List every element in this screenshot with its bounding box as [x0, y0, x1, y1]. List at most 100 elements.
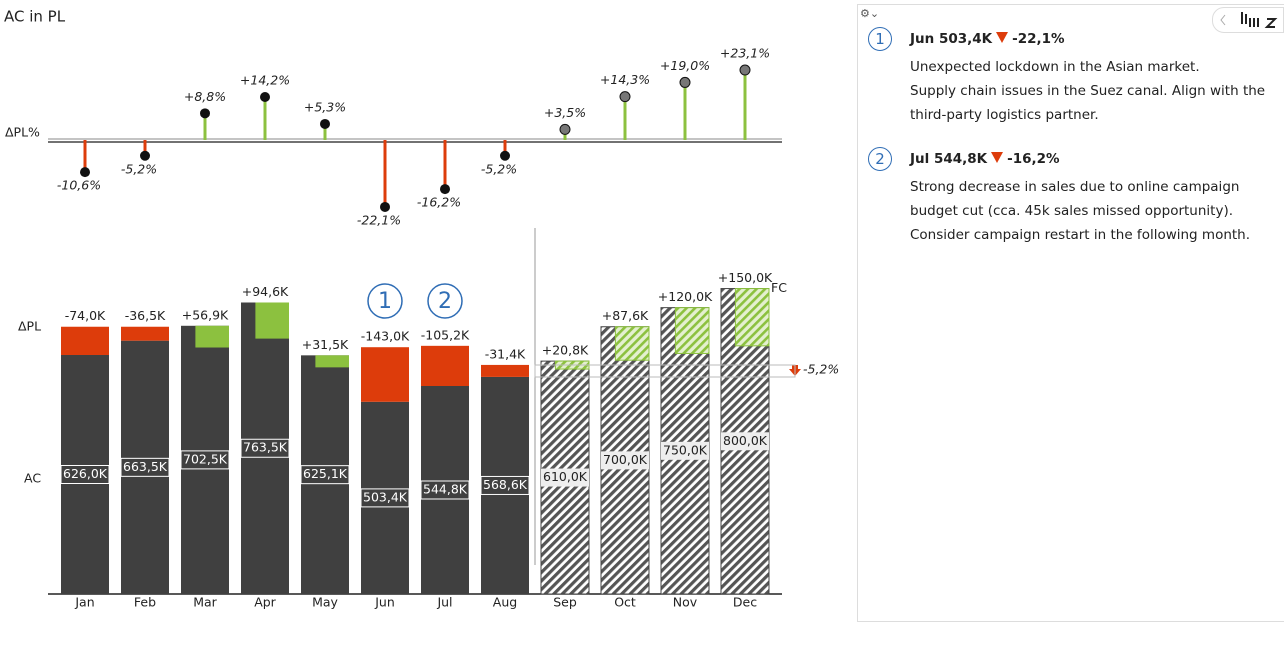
ac-label-box [180, 450, 230, 470]
variance-label: +56,9K [182, 307, 229, 322]
ac-label: 568,6K [483, 477, 528, 492]
chart: AC in PL ΔPL% ΔPL AC Jan -10,6% -74,0K 626,… [4, 8, 839, 610]
comment-heading: Jun 503,4K -22,1% [910, 27, 1284, 51]
pin-head [140, 150, 150, 161]
comment-heading: Jul 544,8K -16,2% [910, 147, 1284, 171]
chart-title: AC in PL [4, 8, 66, 26]
ac-label: 544,8K [423, 481, 468, 496]
comment-line: Supply chain issues in the Suez canal. A… [910, 83, 1266, 123]
comment-body: Strong decrease in sales due to online c… [910, 175, 1284, 247]
pin-head [679, 76, 691, 88]
ac-label-box [661, 441, 709, 460]
comment-line: Strong decrease in sales due to online c… [910, 179, 1240, 219]
variance-label: -31,4K [485, 346, 526, 361]
variance-bar [195, 325, 229, 348]
ac-label: 750,0K [663, 442, 708, 457]
forecast-label: FC [771, 280, 787, 295]
pin-head [619, 91, 631, 103]
comment-title: Jul 544,8K [910, 151, 988, 167]
pin-head [739, 64, 751, 76]
x-tick-label: Jul [436, 595, 452, 610]
ac-label-box [60, 464, 110, 484]
ac-label: 503,4K [363, 489, 408, 504]
variance-bar [61, 326, 109, 355]
comment: 1 Jun 503,4K -22,1% Unexpected lockdown in … [858, 27, 1284, 127]
pin-label: +3,5% [544, 105, 586, 120]
ac-label-box [360, 488, 410, 508]
pin-head [80, 167, 90, 178]
down-triangle [996, 32, 1009, 43]
ac-label: 700,0K [603, 452, 648, 467]
ac-label-box [601, 451, 649, 470]
pin-label: -5,2% [121, 161, 157, 176]
pin-label: -16,2% [417, 195, 461, 210]
reference-band [534, 364, 796, 378]
variance-bar [255, 302, 289, 339]
ac-label: 626,0K [63, 466, 108, 481]
logo [1220, 12, 1278, 28]
x-tick-label: Oct [614, 595, 636, 610]
logo-tab[interactable] [1212, 7, 1284, 33]
down-triangle [991, 152, 1004, 163]
ac-label: 663,5K [123, 459, 168, 474]
row-label: ΔPL [18, 319, 41, 334]
x-tick-label: Sep [553, 595, 577, 610]
ac-label: 702,5K [183, 451, 228, 466]
variance-label: -105,2K [421, 327, 470, 342]
settings-icon[interactable]: ⚙⌄ [860, 7, 880, 20]
variance-label: +150,0K [718, 270, 773, 285]
pin-head [260, 91, 270, 102]
pin-head [500, 150, 510, 161]
comment-delta: -16,2% [1007, 151, 1060, 167]
pin-label: +14,3% [600, 72, 650, 87]
variance-label: +20,8K [542, 343, 589, 358]
variance-label: +31,5K [302, 337, 349, 352]
ac-label: 800,0K [723, 433, 768, 448]
comment-delta: -22,1% [1012, 31, 1065, 47]
pin-head [440, 184, 450, 195]
variance-label: +87,6K [602, 308, 649, 323]
ac-label-box [120, 457, 170, 477]
comment-line: Consider campaign restart in the followi… [910, 227, 1251, 243]
x-tick-label: Aug [493, 595, 517, 610]
x-tick-label: Jan [74, 595, 94, 610]
x-tick-label: Jun [374, 595, 395, 610]
x-tick-label: Nov [673, 595, 698, 610]
comment-marker-label: 1 [378, 289, 392, 314]
pin-label: +5,3% [304, 99, 346, 114]
comment-marker [367, 283, 403, 319]
x-tick-label: May [312, 595, 338, 610]
comment-title: Jun 503,4K [910, 31, 993, 47]
pin-label: -10,6% [57, 178, 101, 193]
pin-label: +23,1% [720, 46, 770, 61]
variance-bar [481, 364, 529, 377]
ac-label-box [721, 432, 769, 451]
variance-bar [121, 326, 169, 341]
variance-label: -36,5K [125, 308, 166, 323]
pin-label: -5,2% [481, 161, 517, 176]
pin-label: +14,2% [240, 72, 290, 87]
variance-bar [315, 355, 349, 368]
x-tick-label: Feb [134, 595, 156, 610]
variance-label: +94,6K [242, 284, 289, 299]
row-label: ΔPL% [5, 125, 40, 140]
ac-label-box [541, 468, 589, 487]
comment-line: Unexpected lockdown in the Asian market. [910, 59, 1200, 75]
comment-number: 2 [868, 147, 892, 171]
x-tick-label: Apr [254, 595, 276, 610]
variance-label: -143,0K [361, 329, 410, 344]
variance-bar [674, 307, 710, 354]
x-tick-label: Mar [193, 595, 217, 610]
variance-bar [361, 347, 409, 402]
x-tick-label: Dec [733, 595, 757, 610]
pin-label: -22,1% [357, 212, 401, 227]
ac-label-box [420, 480, 470, 500]
variance-bar [734, 288, 770, 347]
variance-bar [421, 345, 469, 386]
comment-marker-label: 2 [438, 289, 452, 314]
comment-panel: ⚙⌄ 1 Jun 503,4K -22,1% Unexpected lockdown … [857, 4, 1284, 622]
comment-list: 1 Jun 503,4K -22,1% Unexpected lockdown in … [858, 5, 1284, 247]
comment: 2 Jul 544,8K -16,2% Strong decrease in sale… [858, 147, 1284, 247]
variance-label: -74,0K [65, 308, 106, 323]
pin-head [380, 201, 390, 212]
